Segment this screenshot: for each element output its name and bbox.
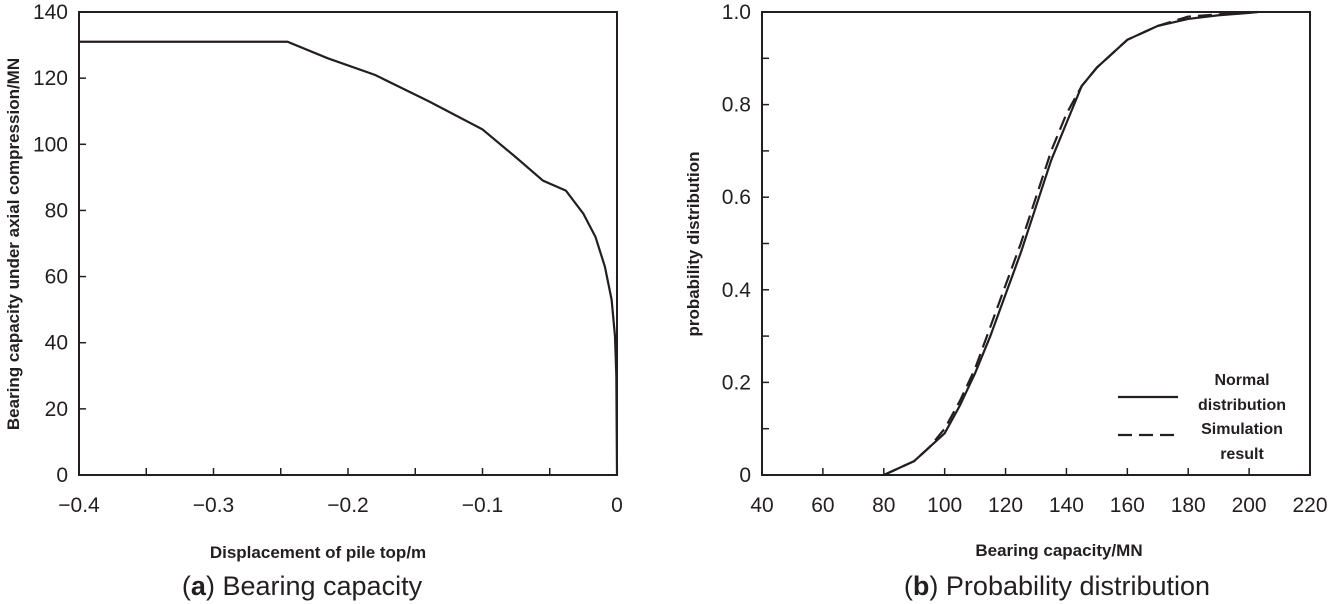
legend-label-simulation-line1: Simulation <box>1201 421 1283 438</box>
x-tick-label-b: 200 <box>1232 494 1267 517</box>
y-tick-label-a: 100 <box>33 133 68 156</box>
y-tick-label-b: 1.0 <box>722 1 751 24</box>
y-axis-title-b: probability distribution <box>684 151 703 336</box>
x-tick-label-a: −0.1 <box>462 494 503 517</box>
x-tick-label-a: −0.2 <box>327 494 368 517</box>
caption-b: (b) Probability distribution <box>904 571 1210 601</box>
x-tick-label-b: 100 <box>927 494 962 517</box>
legend-label-simulation-line2: result <box>1220 446 1264 463</box>
panel-b-probability-distribution: 40 60 80 100 120 140 160 180 200 220 0 0.2 0.4 0.6 0.8… <box>684 1 1328 601</box>
y-axis-title-a: Bearing capacity under axial compression… <box>4 58 23 430</box>
y-tick-label-b: 0.6 <box>722 186 751 209</box>
x-tick-label-a: −0.4 <box>58 494 100 517</box>
x-tick-label-b: 140 <box>1049 494 1084 517</box>
x-tick-label-b: 160 <box>1110 494 1145 517</box>
caption-label-a: a <box>191 571 207 601</box>
x-tick-label-b: 60 <box>811 494 834 517</box>
ticks-a: −0.4 −0.3 −0.2 −0.1 0 0 20 40 60 80 100 120 140 <box>33 1 623 517</box>
panel-a-bearing-capacity: −0.4 −0.3 −0.2 −0.1 0 0 20 40 60 80 100 120 140 Disp… <box>4 1 623 601</box>
y-tick-label-a: 80 <box>45 199 68 222</box>
y-tick-label-b: 0.2 <box>722 371 751 394</box>
y-tick-label-a: 140 <box>33 1 68 24</box>
y-tick-label-a: 40 <box>45 332 68 355</box>
series-line-normal-distribution <box>883 10 1259 477</box>
x-axis-title-a: Displacement of pile top/m <box>210 543 426 562</box>
legend: Normal distribution Simulation result <box>1118 372 1286 463</box>
y-tick-label-b: 0.4 <box>722 279 752 302</box>
x-tick-label-b: 40 <box>750 494 773 517</box>
x-tick-label-b: 120 <box>988 494 1023 517</box>
y-tick-label-a: 60 <box>45 266 68 289</box>
x-axis-title-b: Bearing capacity/MN <box>975 541 1142 560</box>
y-tick-label-b: 0.8 <box>722 94 751 117</box>
legend-label-normal-line2: distribution <box>1198 397 1286 414</box>
series-line-simulation-result <box>883 10 1250 477</box>
x-tick-label-b: 180 <box>1171 494 1206 517</box>
caption-text-b: Probability distribution <box>938 571 1210 601</box>
legend-label-normal-line1: Normal <box>1214 372 1269 389</box>
plot-frame-a <box>78 11 618 476</box>
x-tick-label-b: 220 <box>1292 494 1327 517</box>
caption-text-a: Bearing capacity <box>215 571 423 601</box>
x-tick-label-a: 0 <box>611 494 623 517</box>
x-tick-label-a: −0.3 <box>193 494 234 517</box>
y-tick-label-a: 20 <box>45 398 68 421</box>
y-tick-label-a: 0 <box>56 464 68 487</box>
caption-a: (a) Bearing capacity <box>182 571 423 601</box>
x-tick-label-b: 80 <box>872 494 895 517</box>
y-tick-label-b: 0 <box>739 464 751 487</box>
ticks-b: 40 60 80 100 120 140 160 180 200 220 0 0.2 0.4 0.6 0.8… <box>722 1 1328 517</box>
caption-label-b: b <box>913 571 930 601</box>
y-tick-label-a: 120 <box>33 67 68 90</box>
series-line-a <box>79 40 619 476</box>
